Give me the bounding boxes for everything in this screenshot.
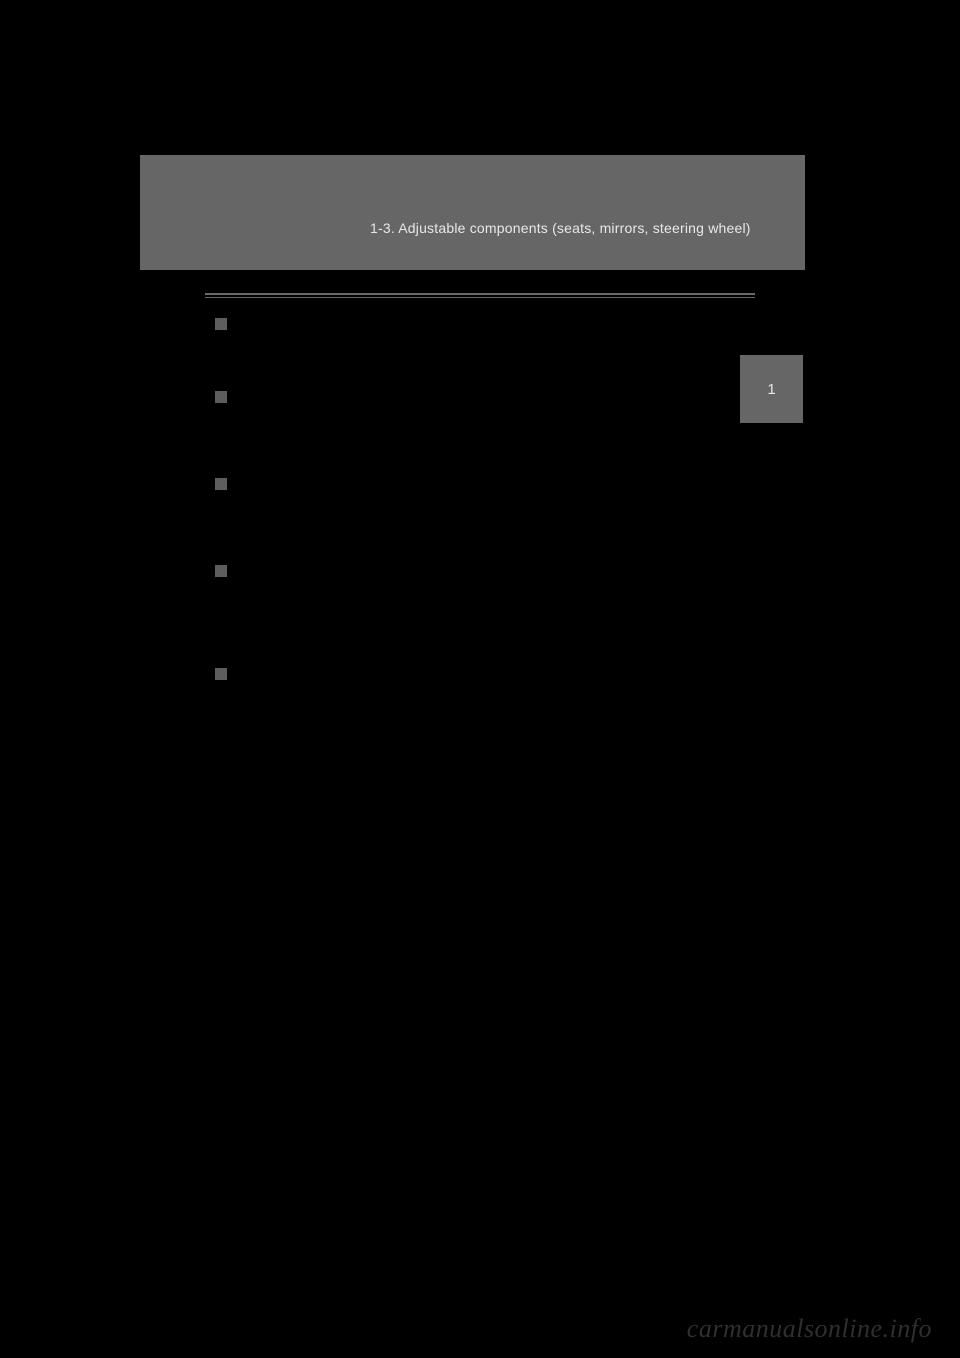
bullet-icon [215,318,227,330]
bullet-icon [215,668,227,680]
page-banner [140,155,805,270]
bullet-icon [215,391,227,403]
chapter-tab: 1 [740,355,803,423]
bullet-icon [215,478,227,490]
section-divider [205,293,755,298]
divider-line-top [205,293,755,295]
watermark-text: carmanualsonline.info [687,1314,932,1344]
divider-line-bottom [205,297,755,298]
section-title: 1-3. Adjustable components (seats, mirro… [370,220,751,236]
bullet-icon [215,565,227,577]
chapter-number: 1 [767,381,775,398]
